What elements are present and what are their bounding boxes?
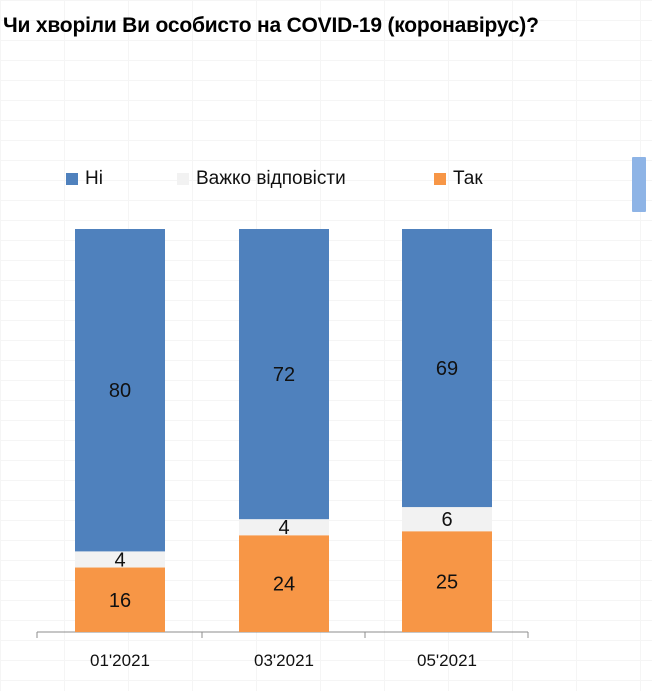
data-label-tak: 25: [436, 572, 458, 594]
bar-tak: [75, 567, 165, 632]
data-label-hard-to-say: 6: [441, 509, 452, 531]
bar-tak: [402, 531, 492, 632]
x-tick-label: 03'2021: [254, 651, 314, 670]
x-tick-label: 05'2021: [417, 651, 477, 670]
data-label-tak: 24: [273, 574, 295, 596]
legend-swatch-ni: [66, 173, 78, 185]
bar-ni: [239, 229, 329, 520]
bar-hard-to-say: [75, 551, 165, 568]
legend-swatch-tak: [434, 173, 446, 185]
chart-title: Чи хворіли Ви особисто на COVID-19 (коро…: [3, 14, 539, 37]
x-tick-label: 01'2021: [90, 651, 150, 670]
legend-label-tak: Так: [453, 168, 483, 189]
legend-swatch-hard-to-say: [177, 173, 189, 185]
data-label-hard-to-say: 4: [114, 549, 125, 571]
legend-label-ni: Ні: [85, 168, 103, 189]
legend-item-hard-to-say: Важко відповісти: [177, 168, 346, 190]
legend-item-tak: Так: [434, 168, 483, 190]
data-label-ni: 69: [436, 358, 458, 380]
data-label-ni: 80: [109, 380, 131, 402]
side-scroll-tab[interactable]: [632, 157, 646, 212]
bar-tak: [239, 535, 329, 632]
bar-hard-to-say: [239, 519, 329, 536]
bar-ni: [402, 229, 492, 508]
legend-label-hard-to-say: Важко відповісти: [196, 168, 346, 189]
data-label-tak: 16: [109, 590, 131, 612]
data-label-ni: 72: [273, 364, 295, 386]
legend-item-ni: Ні: [66, 168, 103, 190]
bar-ni: [75, 229, 165, 552]
chart-legend: Ні Важко відповісти Так: [0, 168, 652, 194]
bar-hard-to-say: [402, 507, 492, 532]
data-label-hard-to-say: 4: [278, 517, 289, 539]
